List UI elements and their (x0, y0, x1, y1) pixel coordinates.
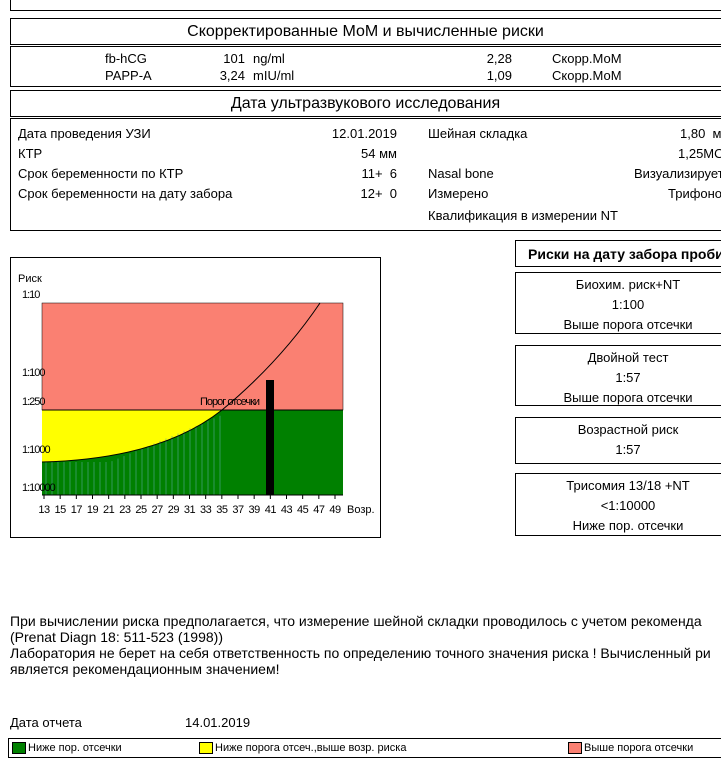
cutoff-label: Порог отсечки (200, 396, 260, 408)
x-tick-label: 27 (152, 504, 164, 516)
risk-status: Выше порога отсечки (563, 317, 693, 332)
risk-box (515, 417, 721, 464)
mom-value: 1,09 (486, 68, 512, 83)
legend-label: Ниже порога отсеч.,выше возр. риска (215, 742, 407, 754)
field-label: Шейная складка (428, 126, 528, 141)
x-tick-label: 39 (249, 504, 261, 516)
mom-value: 2,28 (486, 51, 512, 66)
top-box (10, 0, 721, 11)
risk-box (515, 345, 721, 406)
risk-status: Выше порога отсечки (563, 390, 693, 405)
marker-unit: ng/ml (253, 51, 285, 66)
marker-name: PAPP-A (105, 68, 152, 83)
chart-box (10, 257, 381, 538)
risk-box (515, 473, 721, 536)
x-tick-label: 37 (232, 504, 244, 516)
report-date-value: 14.01.2019 (185, 715, 251, 730)
x-axis-title: Возр. (347, 504, 375, 516)
section-box (10, 18, 721, 45)
risk-risk: 1:57 (615, 370, 641, 385)
legend-swatch (568, 742, 582, 754)
zone-high (41, 302, 344, 411)
x-tick-label: 25 (135, 504, 147, 516)
x-tick-label: 23 (119, 504, 131, 516)
legend-label: Ниже пор. отсечки (28, 742, 122, 754)
note-line: является рекомендационным значением! (10, 661, 280, 677)
risk-box (515, 272, 721, 334)
x-tick-label: 17 (71, 504, 83, 516)
field-value: 12+ 0 (360, 186, 397, 201)
report-date-label: Дата отчета (10, 715, 82, 730)
section-title: Дата ультразвукового исследования (230, 95, 501, 112)
x-tick-label: 47 (313, 504, 325, 516)
y-axis-title: Риск (18, 273, 42, 285)
marker-name: fb-hCG (105, 51, 147, 66)
risk-chart: Порог отсечки Риск 1:10 1:100 1:250 1:1000 1:1… (18, 273, 375, 516)
risk-risk: 1:57 (615, 442, 641, 457)
legend-swatch (12, 742, 26, 754)
field-value: 12.01.2019 (331, 126, 397, 141)
field-label: Срок беременности по КТР (18, 166, 184, 181)
note-line: При вычислении риска предполагается, что… (10, 613, 702, 629)
mom-label: Скорр.МоМ (552, 68, 622, 83)
field-label: Измерено (428, 186, 489, 201)
x-tick-label: 33 (200, 504, 212, 516)
legend-swatch (199, 742, 213, 754)
field-value: Визуализирует (634, 166, 721, 181)
y-label: 1:10 (22, 289, 40, 301)
marker-value: 3,24 (219, 68, 245, 83)
field-label: Дата проведения УЗИ (18, 126, 151, 141)
x-tick-label: 29 (168, 504, 180, 516)
field-value: 1,80 м (680, 126, 721, 141)
risk-name: Возрастной риск (577, 422, 679, 437)
legend-box (8, 738, 721, 758)
y-label: 1:1000 (22, 444, 51, 456)
x-tick-label: 13 (38, 504, 50, 516)
field-label: Квалификация в измерении NT (428, 208, 618, 223)
marker-value: 101 (223, 51, 245, 66)
field-label: КТР (18, 146, 43, 161)
note-line: Лаборатория не берет на себя ответственн… (10, 645, 711, 661)
risk-header-box (515, 240, 721, 267)
risk-risk: <1:10000 (600, 498, 656, 513)
field-value: 1,25МО (678, 146, 721, 161)
field-value: 54 мм (361, 146, 397, 161)
section-box (10, 118, 721, 231)
risk-header: Риски на дату забора проби (528, 246, 721, 262)
x-tick-label: 15 (55, 504, 67, 516)
mom-label: Скорр.МоМ (552, 51, 622, 66)
section-box (10, 90, 721, 117)
x-tick-label: 35 (216, 504, 228, 516)
risk-name: Двойной тест (587, 350, 669, 365)
field-value: Трифоно (668, 186, 721, 201)
field-label: Срок беременности на дату забора (18, 186, 233, 201)
section-box (10, 46, 721, 87)
x-tick-label: 49 (329, 504, 341, 516)
x-tick-label: 31 (184, 504, 196, 516)
x-tick-label: 43 (281, 504, 293, 516)
marker-unit: mIU/ml (253, 68, 295, 83)
risk-name: Трисомия 13/18 +NT (566, 478, 690, 493)
risk-name: Биохим. риск+NT (575, 277, 681, 292)
section-title: Скорректированные МоМ и вычисленные риск… (187, 23, 544, 40)
field-label: Nasal bone (428, 166, 494, 181)
y-label: 1:250 (22, 396, 45, 408)
note-line: (Prenat Diagn 18: 511-523 (1998)) (10, 629, 223, 645)
field-value: 11+ 6 (361, 166, 397, 181)
legend-label: Выше порога отсечки (584, 742, 694, 754)
x-tick-label: 45 (297, 504, 309, 516)
x-tick-label: 41 (265, 504, 277, 516)
y-label: 1:10000 (22, 482, 56, 494)
x-tick-label: 21 (103, 504, 115, 516)
x-tick-label: 19 (87, 504, 99, 516)
y-label: 1:100 (22, 367, 45, 379)
patient-bar (266, 380, 274, 495)
risk-risk: 1:100 (611, 297, 645, 312)
risk-status: Ниже пор. отсечки (572, 518, 684, 533)
